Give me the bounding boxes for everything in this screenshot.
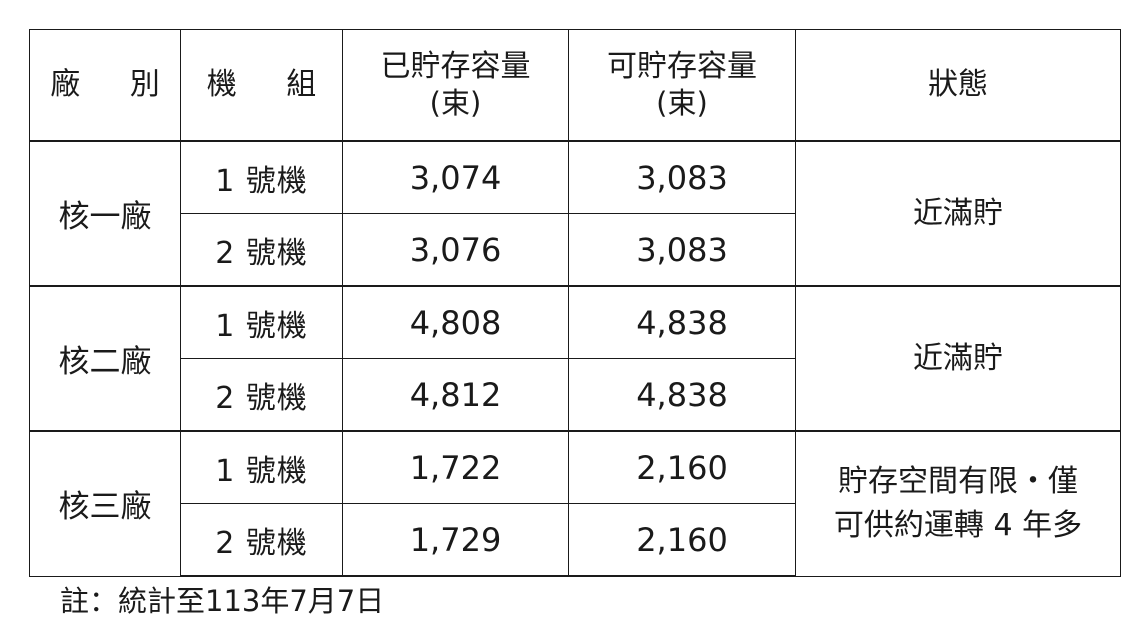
- plant-name-cell: 核二廠: [29, 285, 181, 432]
- stored-capacity-cell: 1,729: [342, 503, 569, 577]
- column-header-stored-capacity-label: 已貯存容量: [380, 49, 531, 85]
- status-line: 近滿貯: [913, 340, 1003, 376]
- column-header-stored-capacity-unit: (束): [429, 85, 482, 120]
- stored-capacity-cell: 4,812: [342, 358, 569, 432]
- unit-name-cell: 2 號機: [180, 213, 343, 287]
- table-row: 2 號機 3,076 3,083: [30, 213, 1121, 287]
- available-capacity-cell: 3,083: [568, 140, 796, 214]
- column-header-unit-label: 機 組: [206, 66, 337, 102]
- column-header-status: 狀態: [795, 29, 1121, 142]
- status-cell: 近滿貯: [795, 285, 1121, 432]
- column-header-status-label: 狀態: [928, 66, 988, 102]
- table-row: 核三廠 1 號機 1,722 2,160 貯存空間有限・僅 可供約運轉 4 年多: [29, 430, 1121, 577]
- column-header-available-capacity-unit: (束): [656, 85, 708, 120]
- unit-name-cell: 1 號機: [180, 285, 343, 359]
- table-row: 核二廠 1 號機 4,808 4,838 近滿貯: [29, 285, 1121, 432]
- header-row: 廠 別 機 組 已貯存容量 (束) 可貯存容量 (束) 狀態: [29, 29, 1121, 142]
- unit-name-cell: 1 號機: [180, 140, 343, 214]
- status-cell: 近滿貯: [795, 140, 1121, 287]
- column-header-available-capacity-label: 可貯存容量: [607, 49, 757, 85]
- column-header-unit: 機 組: [180, 29, 343, 142]
- column-header-plant-label: 廠 別: [50, 66, 180, 102]
- plant-name-cell: 核一廠: [29, 140, 181, 287]
- column-header-plant: 廠 別: [29, 29, 181, 142]
- column-header-stored-capacity: 已貯存容量 (束): [342, 29, 569, 142]
- table-footnote: 註：統計至113年7月7日: [60, 584, 385, 618]
- available-capacity-cell: 4,838: [568, 285, 796, 359]
- available-capacity-cell: 2,160: [568, 503, 796, 577]
- plant-name-cell: 核三廠: [29, 430, 181, 577]
- unit-name-cell: 2 號機: [180, 358, 343, 432]
- table-row: 核一廠 1 號機 3,074 3,083 近滿貯: [29, 140, 1121, 287]
- spent-fuel-capacity-table: 廠 別 機 組 已貯存容量 (束) 可貯存容量 (束) 狀態: [29, 29, 1121, 577]
- table-header: 廠 別 機 組 已貯存容量 (束) 可貯存容量 (束) 狀態: [29, 29, 1121, 142]
- available-capacity-cell: 2,160: [568, 430, 796, 504]
- column-header-available-capacity: 可貯存容量 (束): [568, 29, 796, 142]
- table-body: 核一廠 1 號機 3,074 3,083 近滿貯 2 號機 3,076 3,08…: [29, 140, 1121, 577]
- status-line: 可供約運轉 4 年多: [833, 507, 1083, 543]
- stored-capacity-cell: 3,076: [342, 213, 569, 287]
- available-capacity-cell: 3,083: [568, 213, 796, 287]
- stored-capacity-cell: 4,808: [342, 285, 569, 359]
- table-row: 2 號機 4,812 4,838: [30, 358, 1121, 432]
- unit-name-cell: 1 號機: [180, 430, 343, 504]
- status-line: 貯存空間有限・僅: [838, 464, 1078, 500]
- available-capacity-cell: 4,838: [568, 358, 796, 432]
- table-row: 2 號機 1,729 2,160: [30, 503, 1121, 577]
- stored-capacity-cell: 3,074: [342, 140, 569, 214]
- unit-name-cell: 2 號機: [180, 503, 343, 577]
- status-line: 近滿貯: [913, 195, 1003, 231]
- status-cell: 貯存空間有限・僅 可供約運轉 4 年多: [795, 430, 1121, 577]
- stored-capacity-cell: 1,722: [342, 430, 569, 504]
